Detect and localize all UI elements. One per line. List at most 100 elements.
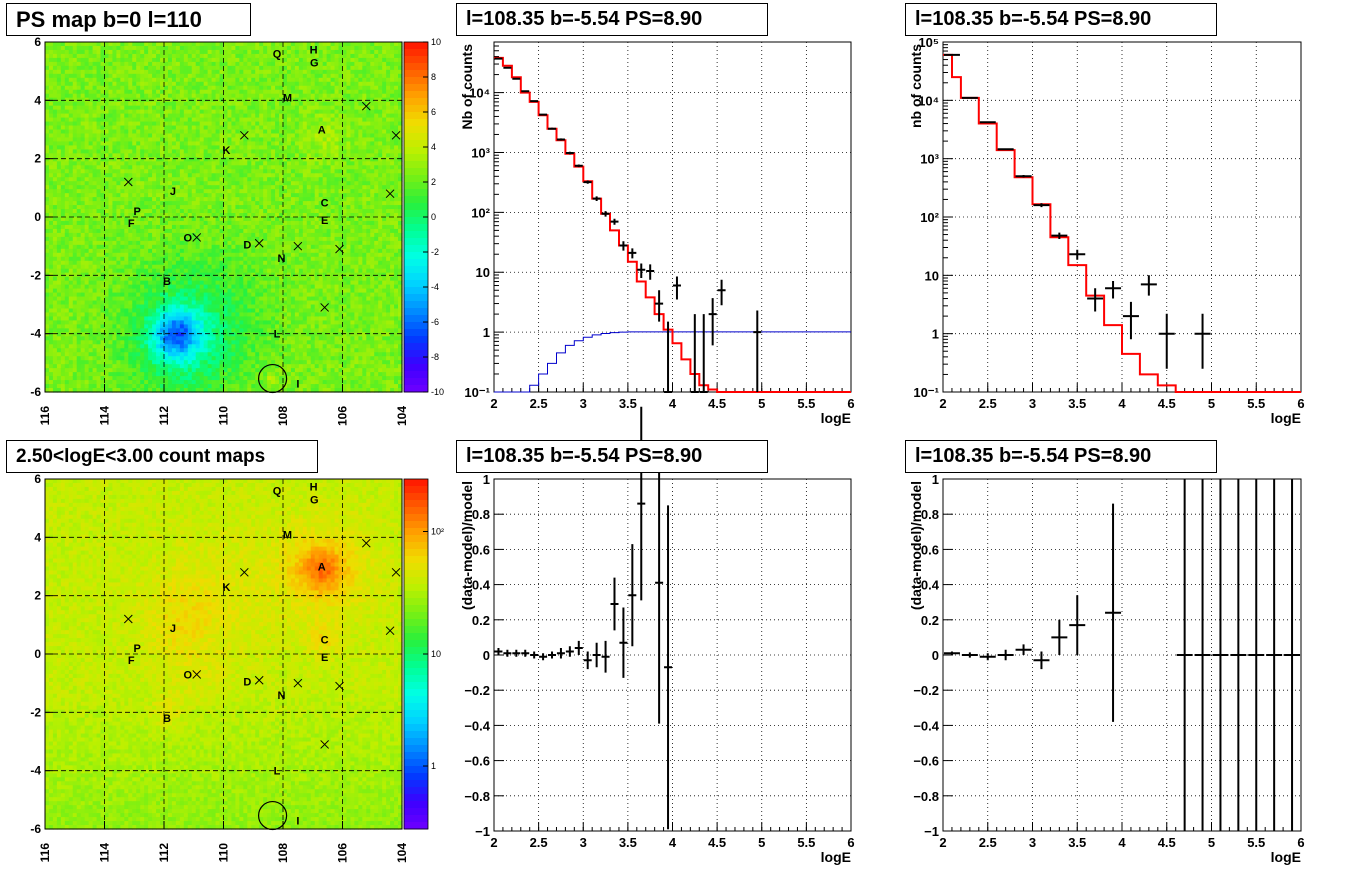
map-cell [56,189,62,194]
map-cell [191,252,197,258]
map-cell [76,121,82,127]
map-cell [183,324,189,329]
map-cell [227,209,233,214]
map-cell [195,137,201,143]
map-cell [156,228,161,234]
map-cell [187,232,193,238]
map-cell [140,85,145,91]
map-cell [211,89,217,95]
map-cell [100,153,106,158]
map-cell [84,129,90,135]
map-cell [144,304,149,310]
map-cell [167,312,173,318]
map-cell [124,145,129,150]
map-cell [207,288,213,294]
map-cell [183,61,189,67]
map-cell [211,177,217,182]
map-cell [219,57,225,63]
map-cell [179,248,185,254]
map-cell [96,224,102,230]
map-cell [160,352,165,357]
map-cell [72,352,78,357]
map-cell [132,93,137,99]
map-cell [179,113,185,119]
map-cell [223,101,229,107]
map-cell [211,185,217,190]
map-cell [259,256,264,262]
map-cell [60,312,66,318]
map-cell [144,181,149,186]
map-cell [179,284,185,290]
map-cell [152,81,157,87]
map-cell [183,368,189,373]
map-cell [187,388,193,393]
map-cell [195,49,201,55]
map-cell [227,380,233,385]
map-cell [136,284,141,290]
map-cell [171,213,177,218]
map-cell [171,260,177,266]
map-cell [144,153,149,158]
map-cell [215,292,221,298]
map-cell [120,45,125,51]
map-cell [171,145,177,150]
map-cell [187,304,193,310]
map-cell [68,264,74,270]
map-cell [80,384,86,389]
map-cell [152,340,157,345]
map-cell [72,248,78,254]
map-cell [64,161,70,166]
map-cell [112,49,117,55]
map-cell [203,380,209,385]
map-cell [164,57,169,63]
map-cell [48,312,54,318]
map-cell [80,181,86,186]
map-cell [227,344,233,349]
map-cell [45,260,50,266]
map-cell [160,316,165,322]
map-cell [80,125,86,131]
map-cell [96,153,102,158]
map-cell [96,213,102,218]
map-cell [140,209,145,214]
map-cell [223,252,229,258]
map-cell [140,368,145,373]
map-cell [76,117,82,123]
map-cell [156,300,161,306]
map-cell [199,193,205,198]
map-cell [120,65,125,71]
map-cell [108,213,114,218]
map-cell [156,268,161,274]
map-cell [235,42,240,47]
map-cell [195,109,201,115]
map-cell [140,360,145,365]
map-cell [104,344,110,349]
map-cell [263,324,268,329]
map-cell [255,268,260,274]
map-cell [92,197,98,202]
map-cell [108,260,114,266]
map-cell [45,77,50,83]
map-cell [255,224,260,230]
map-cell [88,157,94,162]
map-cell [195,348,201,353]
map-cell [108,264,114,270]
map-cell [124,121,129,127]
map-cell [179,109,185,115]
map-cell [183,197,189,202]
map-cell [199,240,205,246]
map-cell [128,372,133,377]
map-cell [243,57,248,63]
map-cell [235,236,240,242]
map-cell [128,161,133,166]
map-cell [187,368,193,373]
map-cell [64,344,70,349]
map-cell [48,340,54,345]
map-cell [116,201,121,206]
map-cell [68,53,74,59]
map-cell [211,61,217,67]
map-cell [195,117,201,123]
map-cell [48,236,54,242]
map-cell [195,276,201,282]
map-cell [251,244,256,250]
